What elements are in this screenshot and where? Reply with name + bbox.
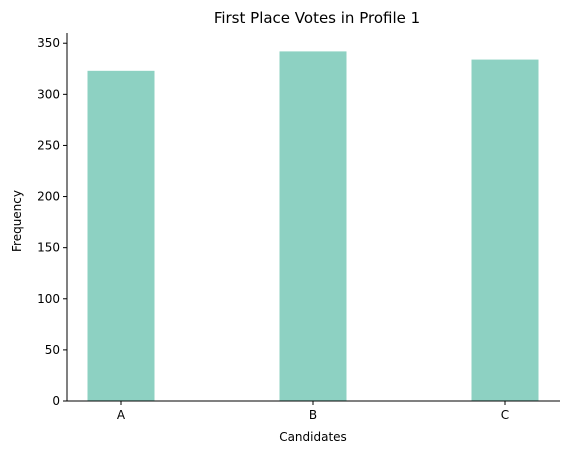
y-tick-label: 350 xyxy=(37,36,60,50)
y-tick-label: 100 xyxy=(37,292,60,306)
bar-b xyxy=(279,51,347,402)
y-tick-label: 150 xyxy=(37,241,60,255)
axes-frame xyxy=(66,33,560,402)
bar-a xyxy=(87,70,155,402)
x-axis-ticks: A B C xyxy=(117,401,509,422)
x-tick-label: B xyxy=(309,408,317,422)
y-tick-label: 0 xyxy=(52,394,60,408)
y-axis-ticks: 0 50 100 150 200 250 300 350 xyxy=(37,36,67,408)
y-tick-label: 50 xyxy=(45,343,60,357)
chart-title: First Place Votes in Profile 1 xyxy=(214,9,420,27)
x-axis-label: Candidates xyxy=(279,430,347,444)
y-axis-label: Frequency xyxy=(10,190,24,252)
bars-group xyxy=(87,51,539,402)
x-tick-label: A xyxy=(117,408,126,422)
x-tick-label: C xyxy=(501,408,509,422)
y-tick-label: 250 xyxy=(37,138,60,152)
bar-c xyxy=(471,59,539,401)
y-tick-label: 200 xyxy=(37,190,60,204)
y-tick-label: 300 xyxy=(37,87,60,101)
